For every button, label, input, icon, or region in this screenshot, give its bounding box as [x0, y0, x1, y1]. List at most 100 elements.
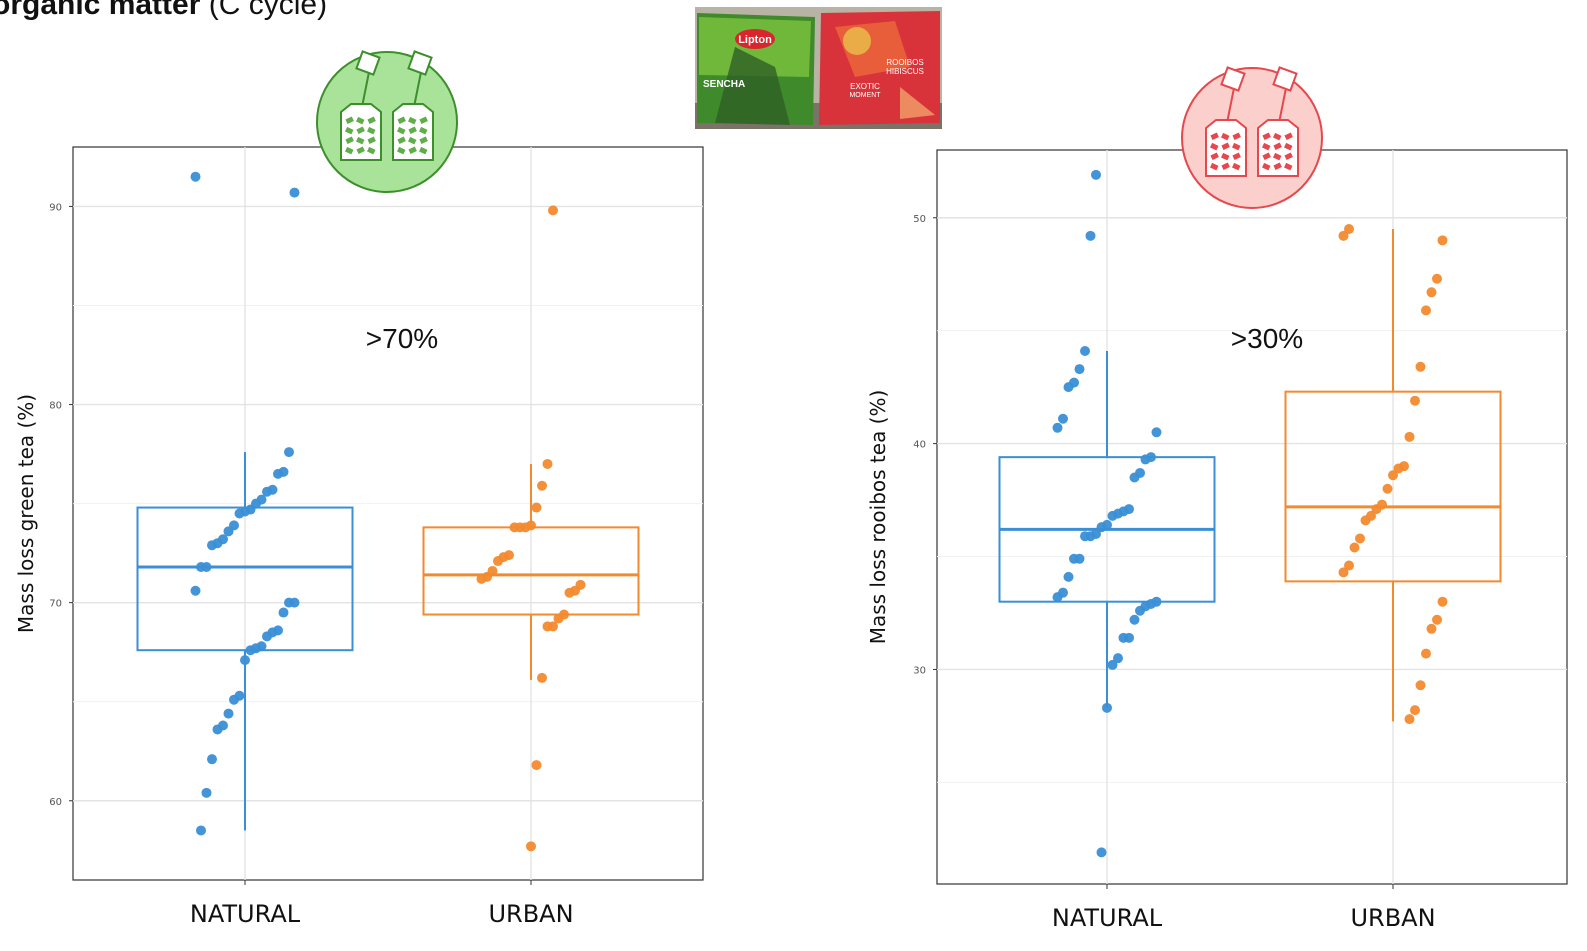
- data-point: [1437, 235, 1448, 246]
- data-point: [1421, 305, 1431, 316]
- tea-leaf: [1262, 152, 1271, 160]
- y-axis-label: Mass loss rooibos tea (%): [866, 390, 890, 645]
- tea-leaf: [345, 126, 354, 135]
- data-point: [1410, 705, 1420, 716]
- data-point: [262, 486, 272, 497]
- tea-leaf: [1273, 162, 1282, 170]
- data-point: [196, 561, 206, 572]
- tea-leaf: [1284, 152, 1293, 160]
- data-point: [1349, 542, 1360, 553]
- data-point: [476, 573, 487, 584]
- tea-leaf: [1221, 162, 1230, 170]
- slide-title-rest: (C cycle): [200, 0, 328, 21]
- green-tea-bags-icon: [316, 50, 458, 193]
- data-point: [509, 522, 520, 533]
- data-point: [526, 841, 536, 852]
- data-point: [234, 508, 245, 519]
- green-tea-chart: 60 70 80 90 NATURAL URBAN Mass loss green tea …: [14, 146, 704, 928]
- data-point: [190, 171, 201, 182]
- tea-leaf: [408, 146, 417, 154]
- data-point: [531, 502, 542, 513]
- data-point: [1074, 364, 1085, 375]
- data-point: [542, 621, 553, 632]
- tea-leaf: [367, 146, 376, 155]
- percent-annotation: >30%: [1231, 323, 1303, 354]
- x-category-label: NATURAL: [1052, 904, 1163, 932]
- photo-brand-text: Lipton: [738, 34, 772, 46]
- data-point: [1129, 472, 1140, 483]
- data-point: [1107, 510, 1118, 521]
- data-point: [1052, 592, 1063, 603]
- data-point: [201, 787, 212, 798]
- data-point: [278, 607, 289, 618]
- data-point: [1415, 680, 1426, 691]
- data-point: [564, 587, 575, 598]
- rooibos-tea-bags-icon: [1181, 66, 1323, 209]
- data-point: [1058, 413, 1068, 424]
- y-axis-label: Mass loss green tea (%): [14, 394, 38, 633]
- tea-leaf: [367, 116, 376, 124]
- data-point: [1069, 553, 1079, 564]
- data-point: [229, 694, 239, 705]
- rooibos-tea-chart: 30 40 50 NATURAL URBAN Mass loss rooibos tea …: [866, 149, 1568, 932]
- tea-leaf: [1284, 162, 1293, 171]
- tea-leaf: [408, 136, 417, 145]
- data-point: [1415, 361, 1426, 372]
- data-point: [1135, 605, 1145, 616]
- data-point: [1338, 567, 1349, 578]
- y-tick-label: 30: [913, 665, 926, 676]
- tea-leaf: [1210, 152, 1219, 160]
- percent-annotation: >70%: [366, 323, 438, 354]
- tea-leaf: [1273, 142, 1282, 150]
- data-point: [284, 447, 294, 458]
- tea-leaf: [419, 146, 428, 155]
- photo-rooibos-text: ROOIBOS: [886, 58, 923, 67]
- data-point: [1421, 648, 1431, 659]
- tea-tag: [1272, 66, 1298, 92]
- data-point: [289, 187, 300, 198]
- tea-leaf: [1284, 132, 1293, 140]
- data-point: [1437, 596, 1448, 607]
- tea-leaf: [345, 116, 354, 124]
- data-point: [1404, 714, 1415, 725]
- tea-leaf: [367, 136, 376, 144]
- data-point: [1151, 427, 1162, 438]
- data-point: [1096, 847, 1107, 858]
- tea-leaf: [397, 116, 406, 124]
- tea-leaf: [1284, 142, 1293, 151]
- data-point: [1080, 346, 1090, 357]
- data-point: [1404, 431, 1415, 442]
- tea-leaf: [397, 146, 406, 155]
- data-point: [1338, 230, 1349, 241]
- data-point: [1432, 273, 1442, 284]
- slide-title: organic matter (C cycle): [0, 0, 327, 22]
- tea-leaf: [419, 126, 428, 135]
- photo-moment-text: MOMENT: [849, 92, 881, 99]
- tea-boxes-photo: Lipton SENCHA ROOIBOS HIBISCUS EXOTIC MO…: [695, 7, 942, 129]
- tea-leaf: [419, 116, 428, 124]
- tea-tag: [407, 50, 433, 76]
- data-point: [1113, 653, 1123, 664]
- data-point: [1096, 522, 1107, 533]
- y-tick-label: 70: [49, 599, 62, 610]
- data-point: [537, 672, 547, 683]
- tea-leaf: [1221, 132, 1230, 141]
- data-point: [1085, 230, 1096, 241]
- data-point: [1371, 504, 1382, 515]
- data-point: [262, 631, 272, 642]
- tea-leaf: [397, 136, 406, 144]
- data-point: [531, 760, 542, 771]
- data-point: [273, 468, 283, 479]
- tea-leaf: [1232, 142, 1241, 151]
- y-tick-label: 80: [49, 401, 62, 412]
- y-tick-label: 40: [913, 440, 926, 451]
- data-point: [1344, 560, 1354, 571]
- data-point: [207, 754, 217, 765]
- tea-leaf: [1262, 132, 1271, 140]
- tea-leaf: [397, 126, 406, 135]
- data-point: [223, 526, 234, 537]
- data-point: [245, 645, 256, 656]
- tea-tag: [1220, 66, 1246, 92]
- data-point: [190, 585, 201, 596]
- data-point: [1063, 382, 1074, 393]
